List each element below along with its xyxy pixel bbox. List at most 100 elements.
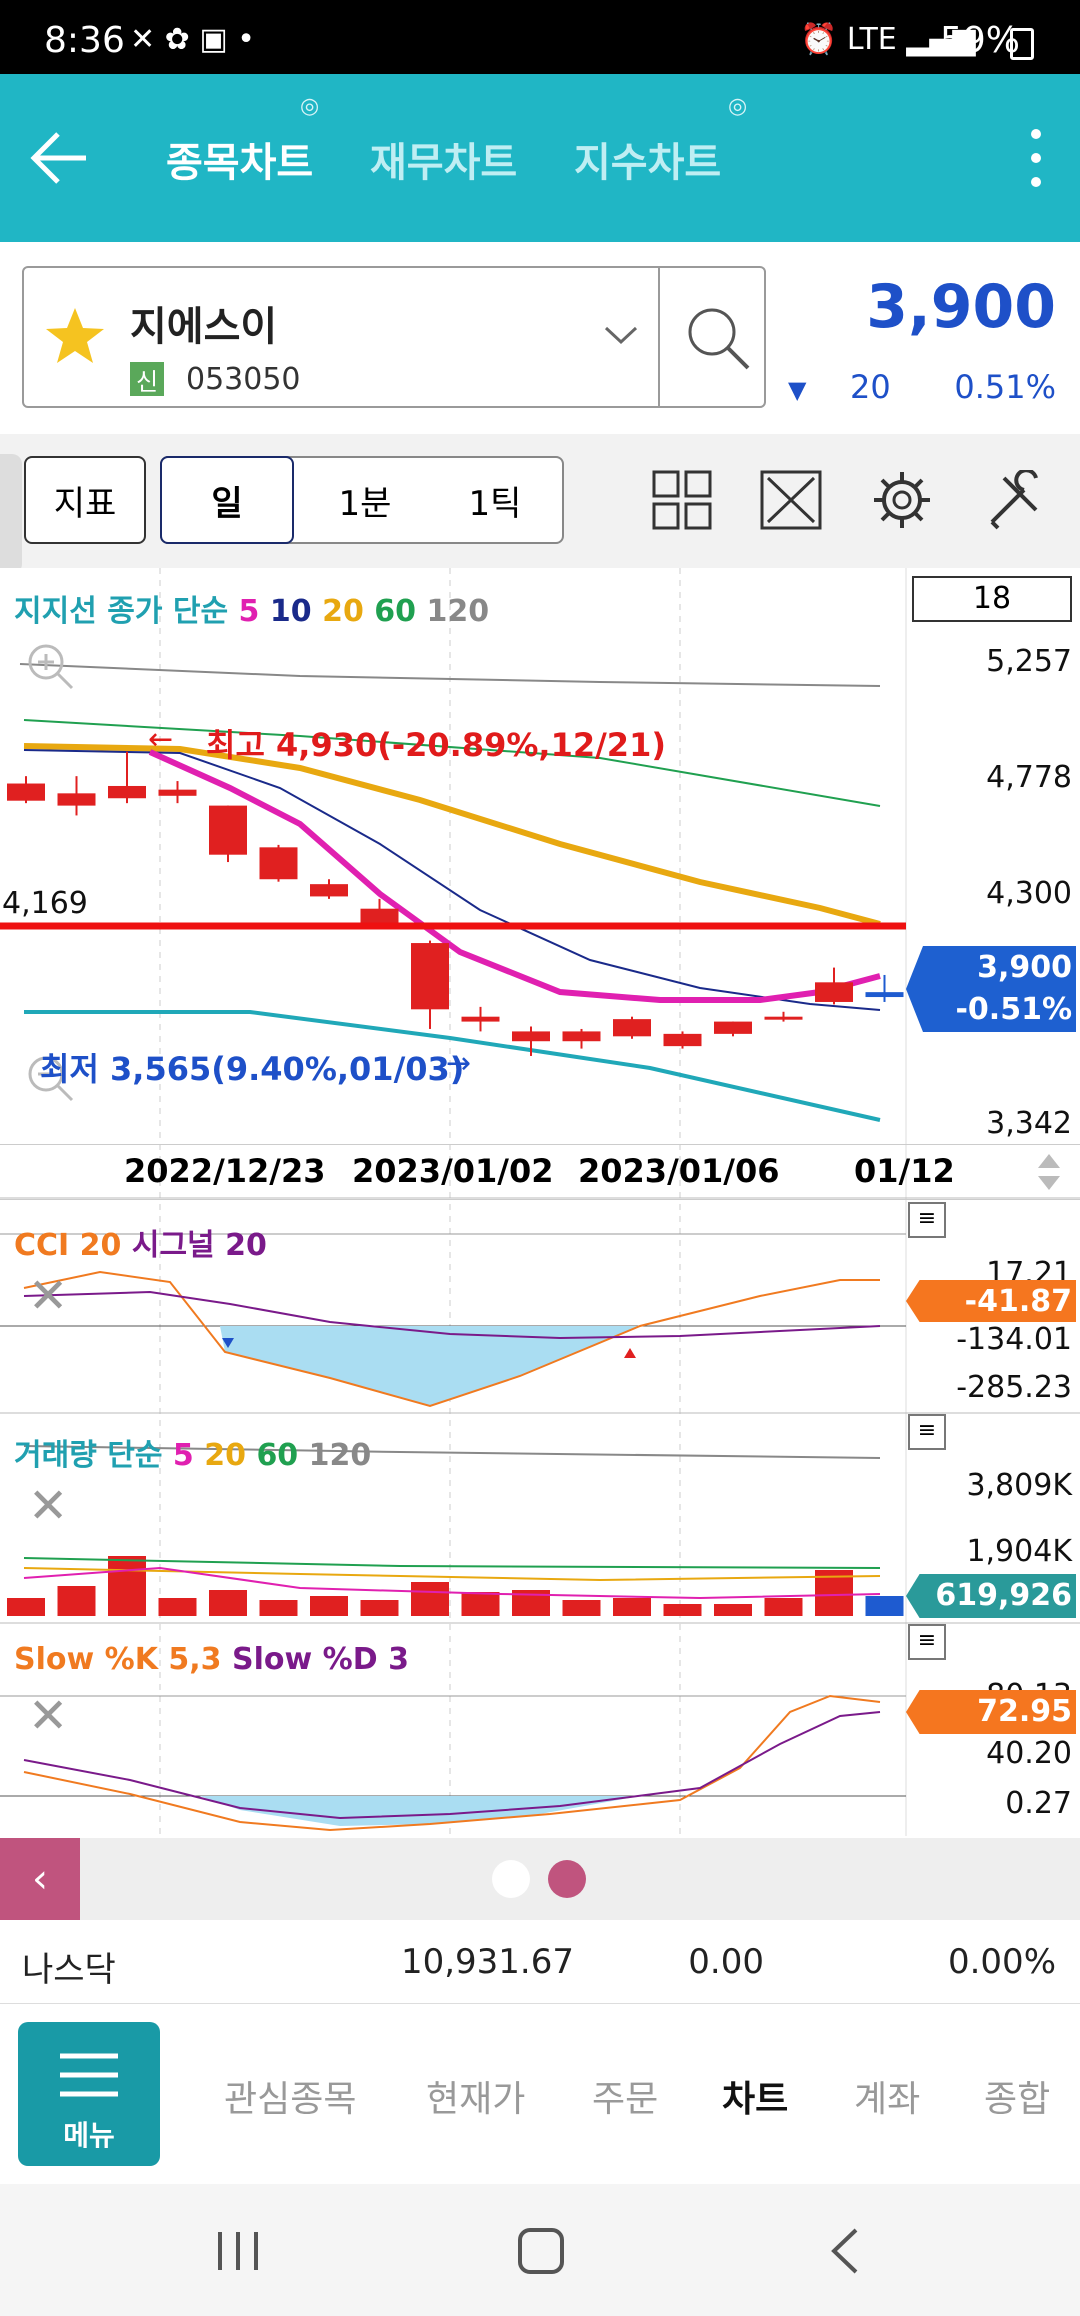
candle-body (865, 992, 904, 998)
candle-body (259, 847, 298, 880)
price-legend: 지지선 종가 단순 5 10 20 60 120 (14, 586, 489, 630)
tab-stock-chart[interactable]: 종목차트 (166, 140, 314, 186)
period-tick-button[interactable]: 1틱 (468, 483, 522, 524)
volume-bar (562, 1600, 601, 1616)
indicator-button[interactable]: 지표 (24, 456, 146, 544)
lower-envelope-line (24, 1010, 881, 1122)
low-arrow: → (446, 1046, 472, 1081)
market-pct: 0.00% (947, 1942, 1056, 1982)
candle-body (512, 1031, 550, 1042)
nav-item-account[interactable]: 계좌 (854, 2079, 921, 2120)
cci-sell-marker (222, 1338, 234, 1348)
nav-item-watchlist[interactable]: 관심종목 (224, 2079, 357, 2120)
volume-ma5: 5 (172, 1438, 194, 1473)
tab-financial-chart[interactable]: 재무차트 (370, 140, 518, 186)
drawer-handle[interactable] (0, 454, 22, 574)
more-icon[interactable] (1020, 124, 1052, 194)
candle-body (815, 982, 853, 1002)
chevron-down-icon[interactable] (604, 324, 638, 346)
bottom-navigation: 메뉴 관심종목 현재가 주문 차트 계좌 종합 (0, 2004, 1080, 2184)
volume-ma120 (23, 1445, 881, 1459)
close-panel-icon[interactable]: ✕ (28, 1478, 69, 1534)
stock-code: 053050 (186, 362, 301, 397)
slow-d-line (23, 1711, 881, 1820)
market-name: 나스닥 (22, 1950, 116, 1990)
cci-signal: 시그널 20 (131, 1228, 267, 1263)
volume-ma20: 20 (204, 1438, 246, 1473)
price-change: 20 (850, 368, 891, 406)
zoom-out-icon[interactable] (24, 1052, 76, 1104)
chart-area[interactable]: 지지선 종가 단순 5 10 20 60 120 18 5,257 4,778 … (0, 568, 1080, 1838)
date-label: 01/12 (854, 1152, 955, 1190)
fullscreen-icon[interactable] (760, 470, 822, 530)
tools-icon[interactable] (984, 470, 1044, 530)
search-icon[interactable] (684, 304, 754, 374)
candle-body (310, 884, 348, 897)
legend-ma60: 60 (374, 594, 417, 629)
favorite-star-icon[interactable] (44, 306, 106, 366)
volume-bar (209, 1590, 247, 1616)
panel-menu-icon[interactable]: ≡ (908, 1202, 946, 1238)
nav-item-quote[interactable]: 현재가 (426, 2079, 526, 2120)
legend-ma5: 5 (238, 594, 260, 629)
volume-value-tag (906, 1574, 1076, 1618)
page-dot-active[interactable] (548, 1860, 586, 1898)
date-label: 2023/01/02 (352, 1152, 554, 1190)
candle-count-box[interactable]: 18 (912, 576, 1072, 622)
back-arrow-icon[interactable] (28, 126, 92, 190)
current-price: 3,900 (866, 272, 1056, 342)
period-minute-button[interactable]: 1분 (338, 483, 392, 524)
menu-label: 메뉴 (63, 2119, 115, 2152)
volume-bar (663, 1604, 702, 1616)
panel-menu-icon[interactable]: ≡ (908, 1624, 946, 1660)
volume-ma60 (23, 1557, 881, 1569)
grid-layout-icon[interactable] (652, 470, 712, 530)
close-panel-icon[interactable]: ✕ (28, 1688, 69, 1744)
chart-toolbar: 지표 일 1분 1틱 (0, 434, 1080, 574)
grid-lines (0, 568, 1080, 1836)
stoch-k: Slow %K 5,3 (14, 1642, 222, 1677)
support-level-label: 4,169 (2, 886, 88, 921)
stock-selector[interactable]: 지에스이 신 053050 (22, 266, 766, 408)
current-price-tag (906, 946, 1076, 1032)
close-panel-icon[interactable]: ✕ (28, 1268, 69, 1324)
back-icon[interactable] (822, 2226, 872, 2276)
page-dot[interactable] (492, 1860, 530, 1898)
app-header: 종목차트 ◎ 재무차트 지수차트 ◎ (0, 74, 1080, 242)
page-indicator-bar: ‹ (0, 1838, 1080, 1920)
period-day-button[interactable]: 일 (160, 456, 294, 544)
candle-body (7, 783, 45, 801)
nav-item-chart[interactable]: 차트 (722, 2079, 789, 2120)
low-annotation: 최저 3,565(9.40%,01/03) (40, 1050, 465, 1088)
stoch-title: Slow %K 5,3 Slow %D 3 (14, 1642, 409, 1677)
nav-item-summary[interactable]: 종합 (984, 2079, 1051, 2120)
candle-body (663, 1033, 702, 1047)
stoch-d: Slow %D 3 (232, 1642, 409, 1677)
volume-bar (360, 1600, 399, 1616)
chart-canvas[interactable] (0, 568, 1080, 1838)
candle-body (158, 789, 197, 796)
prev-page-button[interactable]: ‹ (0, 1838, 80, 1920)
candlestick-series (7, 751, 904, 1056)
divider (658, 268, 660, 406)
home-icon[interactable] (516, 2226, 566, 2276)
cci-title: CCI 20 시그널 20 (14, 1220, 267, 1264)
menu-button[interactable]: 메뉴 (18, 2022, 160, 2166)
settings-gear-icon[interactable] (872, 470, 932, 530)
volume-ma120: 120 (308, 1438, 372, 1473)
recent-apps-icon[interactable] (214, 2226, 264, 2276)
legend-ma10: 10 (269, 594, 312, 629)
tab-index-chart[interactable]: 지수차트 (574, 140, 722, 186)
nav-item-order[interactable]: 주문 (592, 2079, 659, 2120)
panel-menu-icon[interactable]: ≡ (908, 1414, 946, 1450)
volume-bar (108, 1556, 146, 1616)
volume-ma5 (23, 1566, 881, 1600)
zoom-in-icon[interactable] (24, 640, 76, 692)
volume-bar (714, 1604, 752, 1616)
ma5-line (148, 749, 881, 1003)
volume-tick: 1,904K (966, 1534, 1072, 1569)
high-annotation: 최고 4,930(-20.89%,12/21) (206, 726, 666, 764)
stoch-tick: 40.20 (986, 1736, 1072, 1771)
axis-scroll-icon[interactable] (1034, 1150, 1064, 1194)
market-ticker[interactable]: 나스닥 10,931.67 0.00 0.00% (0, 1920, 1080, 2004)
